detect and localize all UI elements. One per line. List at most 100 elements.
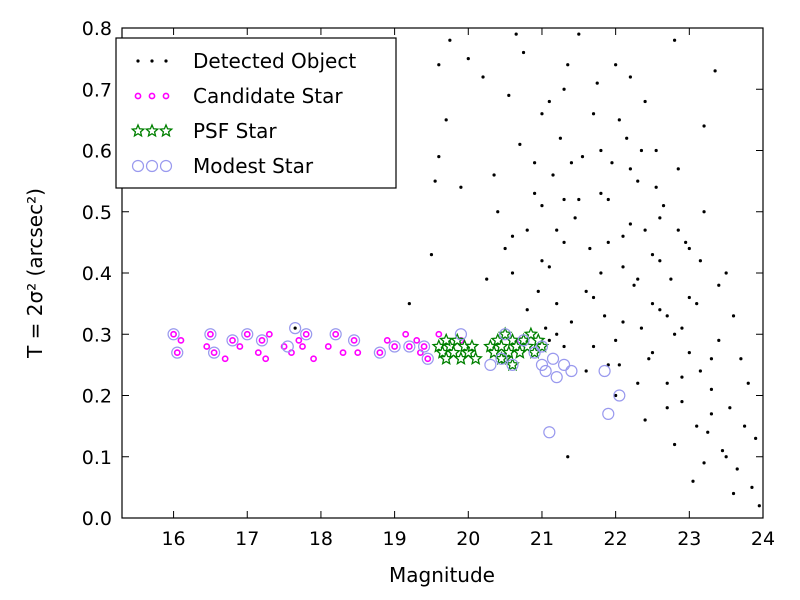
data-point: [485, 277, 489, 281]
data-point: [373, 346, 386, 359]
data-point: [402, 330, 410, 338]
data-point: [742, 424, 747, 428]
data-point: [735, 467, 739, 471]
x-axis-label: Magnitude: [389, 563, 495, 587]
data-point: [591, 112, 596, 116]
data-point: [433, 179, 437, 183]
data-point: [229, 336, 236, 344]
data-point: [757, 504, 761, 508]
data-point: [754, 436, 758, 440]
data-point: [544, 326, 548, 330]
data-point: [577, 197, 581, 202]
legend-box: [115, 37, 397, 189]
data-point: [420, 343, 428, 350]
data-point: [621, 234, 625, 238]
data-point: [454, 328, 468, 341]
data-point: [170, 330, 177, 338]
x-tick-label: 20: [456, 528, 480, 550]
y-tick-label: 0.5: [82, 202, 112, 224]
data-point: [525, 228, 529, 232]
data-point: [558, 136, 562, 140]
data-point: [566, 455, 570, 459]
legend-entry: PSF Star: [130, 119, 277, 143]
legend-label: PSF Star: [193, 119, 277, 143]
data-point: [647, 357, 651, 361]
y-tick-label: 0.1: [82, 447, 112, 469]
data-point: [551, 173, 555, 177]
data-point: [350, 336, 358, 344]
data-point: [713, 69, 717, 73]
y-tick-label: 0.2: [82, 386, 112, 408]
data-point: [265, 330, 273, 338]
data-point: [517, 334, 530, 347]
data-point: [339, 349, 347, 357]
data-point: [695, 302, 699, 306]
data-point: [254, 349, 262, 357]
data-point: [724, 271, 728, 275]
data-point: [421, 352, 434, 365]
x-tick-label: 19: [383, 528, 407, 550]
data-point: [665, 314, 669, 318]
y-tick-label: 0.3: [82, 324, 112, 346]
data-point: [698, 259, 702, 263]
data-point: [628, 75, 632, 79]
data-point: [464, 338, 480, 353]
data-point: [669, 277, 673, 281]
legend-marker: [159, 159, 173, 173]
data-point: [540, 259, 544, 263]
data-point: [731, 491, 736, 496]
tick-marks: 16 17 18 19 20 21 22 23 24 0.0 0.1 0.2 0.3 0.4 0.5 0.6 0…: [82, 18, 775, 550]
data-point: [466, 57, 470, 61]
data-point: [293, 326, 297, 330]
data-point: [643, 418, 647, 422]
data-point: [547, 99, 551, 104]
data-point: [494, 338, 509, 353]
data-point: [672, 38, 677, 42]
data-point: [599, 148, 603, 153]
data-point: [448, 38, 452, 42]
data-point: [550, 371, 563, 384]
data-point: [505, 357, 520, 372]
data-point: [289, 322, 302, 335]
data-point: [654, 185, 658, 189]
y-tick-label: 0.7: [82, 79, 112, 101]
data-point: [535, 358, 549, 371]
data-point: [497, 326, 513, 341]
data-point: [636, 179, 640, 183]
data-point: [672, 332, 677, 336]
data-point: [632, 283, 636, 287]
data-point: [221, 355, 229, 363]
y-tick-label: 0.6: [82, 141, 112, 163]
x-tick-label: 16: [161, 528, 185, 550]
data-point: [665, 381, 669, 385]
data-point: [540, 112, 544, 116]
data-point: [525, 308, 529, 312]
y-tick-label: 0.8: [82, 18, 112, 40]
data-point: [602, 407, 615, 420]
data-point: [702, 461, 706, 465]
data-point: [388, 340, 401, 353]
data-point: [557, 358, 571, 371]
data-point: [617, 118, 621, 122]
data-point: [417, 340, 431, 353]
data-point: [614, 63, 618, 67]
legend-label: Detected Object: [193, 49, 356, 73]
data-point: [255, 334, 269, 347]
data-point: [484, 358, 497, 371]
data-point: [332, 330, 340, 338]
series-star: [431, 326, 550, 372]
data-point: [506, 358, 519, 371]
data-point: [739, 357, 743, 361]
x-tick-label: 22: [604, 528, 628, 550]
data-point: [437, 63, 441, 67]
data-point: [672, 442, 677, 447]
data-point: [243, 330, 251, 338]
data-point: [573, 216, 577, 220]
data-point: [606, 240, 610, 244]
data-point: [521, 50, 526, 55]
data-point: [281, 340, 294, 353]
data-point: [584, 369, 588, 373]
data-point: [532, 161, 537, 165]
data-point: [643, 228, 647, 232]
